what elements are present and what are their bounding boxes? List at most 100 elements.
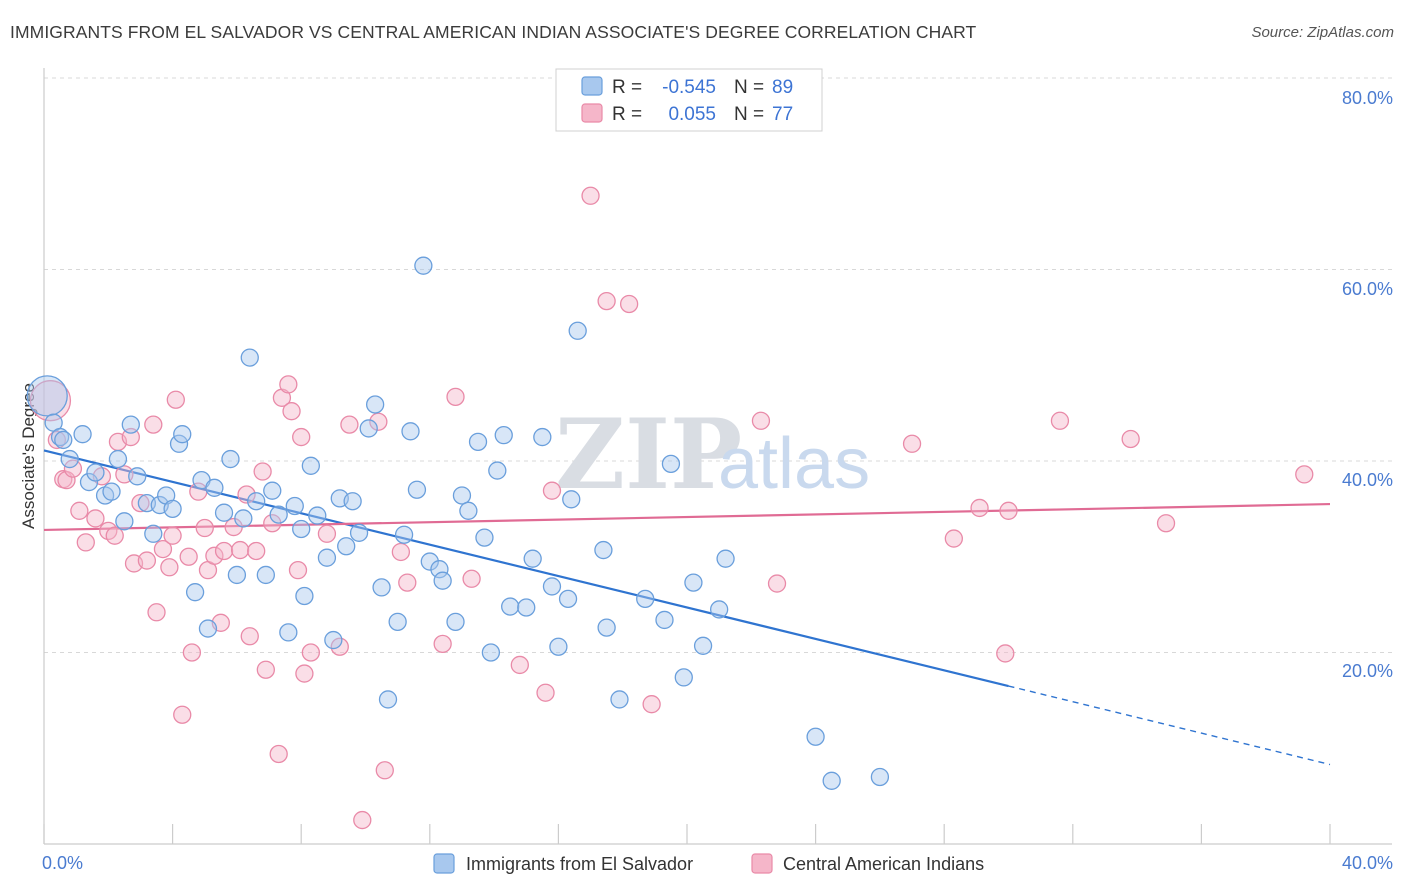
central-american-indians-point	[205, 546, 224, 565]
el-salvador-point	[292, 519, 311, 539]
legend-n-value: 89	[772, 77, 793, 98]
el-salvador-point	[108, 449, 128, 469]
el-salvador-point	[73, 425, 92, 444]
el-salvador-point	[173, 425, 192, 444]
y-tick-label: 60.0%	[1342, 279, 1393, 299]
series-legend: Immigrants from El Salvador Central Amer…	[433, 853, 984, 874]
el-salvador-point	[674, 668, 693, 687]
el-salvador-point	[378, 690, 398, 709]
el-salvador-point	[121, 415, 140, 434]
central-american-indians-point	[398, 573, 417, 592]
watermark-atlas: atlas	[718, 424, 870, 504]
y-tick-label: 20.0%	[1342, 661, 1393, 681]
el-salvador-point	[568, 321, 587, 340]
el-salvador-point	[365, 395, 385, 414]
central-american-indians-point	[230, 540, 250, 560]
el-salvador-point	[221, 449, 240, 469]
el-salvador-point	[185, 583, 205, 602]
central-american-indians-point	[63, 459, 83, 478]
el-salvador-point	[693, 636, 713, 655]
legend-r-label: R =	[612, 104, 642, 125]
el-salvador-point	[597, 618, 616, 637]
central-american-indians-point	[369, 412, 388, 431]
el-salvador-point	[227, 565, 247, 585]
y-tick-label: 40.0%	[1342, 470, 1393, 490]
x-tick-label: 40.0%	[1342, 853, 1393, 873]
x-tick-label: 0.0%	[42, 853, 83, 873]
chart-title: IMMIGRANTS FROM EL SALVADOR VS CENTRAL A…	[10, 22, 977, 42]
central-american-indians-point	[160, 558, 179, 577]
el-salvador-point	[198, 619, 218, 638]
grid-lines	[44, 77, 1392, 653]
el-salvador-point	[494, 425, 513, 445]
central-american-indians-point	[999, 501, 1018, 520]
central-american-indians-point	[353, 810, 372, 830]
central-american-indians-point	[179, 547, 198, 566]
central-american-indians-point	[105, 526, 124, 545]
central-american-indians-point	[247, 541, 266, 561]
central-american-indians-point	[166, 390, 185, 409]
el-salvador-point	[446, 612, 465, 632]
el-salvador-trend-line	[43, 449, 1009, 688]
central-american-indians-point	[1295, 465, 1314, 484]
el-salvador-point	[60, 449, 79, 469]
central-american-indians-point	[147, 603, 166, 622]
central-american-indians-point	[375, 761, 394, 780]
central-american-indians-point	[1050, 411, 1070, 430]
el-salvador-point	[562, 490, 581, 509]
central-american-indians-point	[86, 509, 105, 528]
el-salvador-point	[102, 482, 121, 501]
central-american-indians-trend-line	[43, 502, 1331, 532]
el-salvador-point	[459, 501, 478, 520]
central-american-indians-point	[542, 481, 562, 500]
chart-source: Source: ZipAtlas.com	[1251, 24, 1394, 41]
legend-label-el-salvador: Immigrants from El Salvador	[466, 854, 693, 874]
central-american-indians-point	[253, 462, 272, 481]
el-salvador-trend-extension	[1008, 685, 1331, 766]
el-salvador-point	[610, 690, 629, 709]
central-american-indians-point	[619, 294, 639, 314]
legend-n-label: N =	[734, 77, 764, 98]
central-american-indians-point	[446, 387, 465, 406]
el-salvador-point	[343, 492, 362, 511]
el-salvador-point	[558, 589, 578, 609]
central-american-indians-point	[137, 551, 157, 570]
el-salvador-point	[716, 549, 735, 568]
el-salvador-point	[452, 486, 472, 505]
el-salvador-point	[115, 512, 134, 531]
el-salvador-point	[247, 492, 266, 511]
watermark-zip: ZIP	[555, 398, 742, 511]
central-american-indians-point	[70, 501, 89, 520]
el-salvador-point	[388, 612, 407, 632]
el-salvador-point	[79, 472, 99, 492]
correlation-legend: R = -0.545 N = 89 R = 0.055 N = 77	[555, 68, 823, 132]
central-american-indians-point	[279, 375, 298, 394]
central-american-indians-point	[153, 539, 173, 559]
el-salvador-point	[542, 577, 562, 596]
el-salvador-point	[163, 499, 182, 519]
central-american-indians-point	[47, 430, 67, 450]
el-salvador-point	[501, 597, 520, 616]
central-american-indians-point	[57, 470, 76, 490]
el-salvador-point	[407, 480, 427, 499]
el-salvador-point	[430, 560, 449, 579]
el-salvador-point	[594, 540, 613, 560]
el-salvador-point	[488, 461, 507, 480]
el-salvador-point	[806, 727, 825, 746]
el-salvador-point	[317, 548, 337, 567]
central-american-indians-point	[433, 634, 452, 654]
el-salvador-point	[256, 565, 275, 585]
central-american-indians-point	[597, 291, 616, 311]
central-american-indians-point	[292, 427, 311, 447]
central-american-indians-point	[301, 643, 320, 662]
y-tick-label: 80.0%	[1342, 88, 1393, 108]
central-american-indians-point	[462, 569, 481, 588]
central-american-indians-point	[391, 542, 411, 562]
central-american-indians-point	[536, 683, 555, 702]
el-salvador-point	[169, 434, 189, 453]
legend-r-label: R =	[612, 77, 642, 98]
legend-r-value: 0.055	[668, 104, 716, 125]
el-salvador-point	[26, 375, 68, 417]
central-american-indians-point	[340, 415, 359, 434]
central-american-indians-point	[317, 524, 337, 543]
